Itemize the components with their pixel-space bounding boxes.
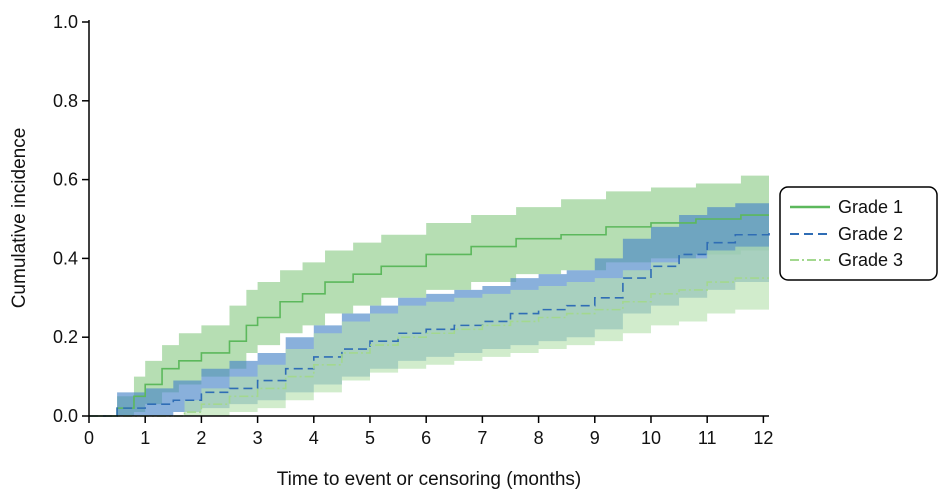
y-axis-label: Cumulative incidence [9,128,30,309]
series-line-grade-2 [89,230,770,417]
x-tick-label: 12 [753,428,773,448]
confidence-band-grade-3 [89,246,769,416]
x-tick-label: 5 [365,428,375,448]
x-tick-label: 7 [477,428,487,448]
y-tick-label: 0.4 [53,248,78,268]
series-line-grade-3 [89,277,769,417]
y-ticks: 0.0 0.2 0.4 0.6 0.8 1.0 [53,12,89,426]
x-tick-label: 8 [534,428,544,448]
x-tick-label: 9 [590,428,600,448]
y-tick-label: 0.0 [53,406,78,426]
legend-label-grade-1: Grade 1 [838,197,903,217]
series-line-grade-1 [89,214,769,417]
x-tick-label: 11 [698,428,717,448]
legend-label-grade-2: Grade 2 [838,224,903,244]
legend: Grade 1 Grade 2 Grade 3 [779,186,938,281]
legend-box [779,186,938,281]
x-tick-label: 0 [84,428,94,448]
x-tick-label: 2 [196,428,206,448]
y-tick-label: 0.6 [53,170,78,190]
x-ticks: 0 1 2 3 4 5 6 7 8 9 10 11 12 [84,416,773,448]
y-tick-label: 0.2 [53,327,78,347]
x-tick-label: 6 [421,428,431,448]
x-tick-label: 1 [140,428,150,448]
series-lines [89,214,770,417]
confidence-bands [89,175,769,416]
y-tick-label: 1.0 [53,12,78,32]
legend-label-grade-3: Grade 3 [838,250,903,270]
axes: 0 1 2 3 4 5 6 7 8 9 10 11 12 0.00.20.40.60.81.0 Time… [9,12,773,490]
x-tick-label: 3 [253,428,263,448]
x-tick-label: 10 [641,428,661,448]
y-tick-label: 0.8 [53,91,78,111]
x-axis-label: Time to event or censoring (months) [277,469,581,490]
confidence-band-grade-1 [89,175,769,416]
x-tick-label: 4 [309,428,319,448]
